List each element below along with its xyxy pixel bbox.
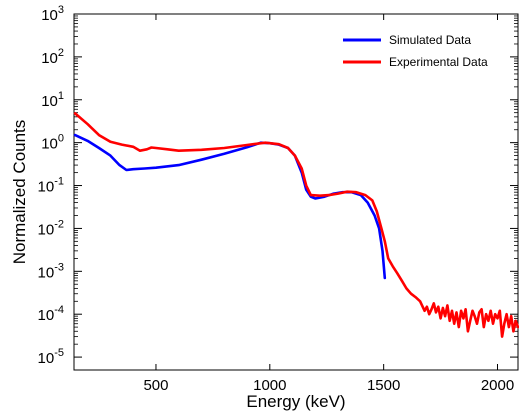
y-tick-label: 103 bbox=[41, 4, 64, 24]
y-tick-label: 10-3 bbox=[38, 261, 64, 281]
y-axis-label: Normalized Counts bbox=[10, 120, 29, 265]
y-tick-label: 10-2 bbox=[38, 218, 64, 238]
y-tick-label: 10-1 bbox=[38, 176, 64, 196]
x-tick-label: 1500 bbox=[367, 377, 400, 394]
series-line-experimental bbox=[73, 112, 519, 338]
legend-label-simulated: Simulated Data bbox=[389, 33, 471, 47]
axis-ticks: 500 1000 1500 2000 10-5 10-4 10-3 10-2 10-1 100 10… bbox=[38, 4, 518, 394]
x-tick-label: 500 bbox=[143, 377, 168, 394]
y-tick-label: 100 bbox=[41, 133, 64, 153]
y-tick-label: 101 bbox=[41, 90, 64, 110]
x-tick-label: 2000 bbox=[481, 377, 514, 394]
series-line-simulated bbox=[73, 133, 387, 280]
series-layer bbox=[73, 112, 519, 338]
y-tick-label: 10-5 bbox=[38, 347, 64, 367]
x-axis-label: Energy (keV) bbox=[246, 392, 345, 411]
x-tick-label: 1000 bbox=[253, 377, 286, 394]
legend-label-experimental: Experimental Data bbox=[389, 55, 488, 69]
y-tick-label: 10-4 bbox=[38, 304, 64, 324]
legend: Simulated Data Experimental Data bbox=[343, 33, 488, 69]
y-tick-label: 102 bbox=[41, 47, 64, 67]
